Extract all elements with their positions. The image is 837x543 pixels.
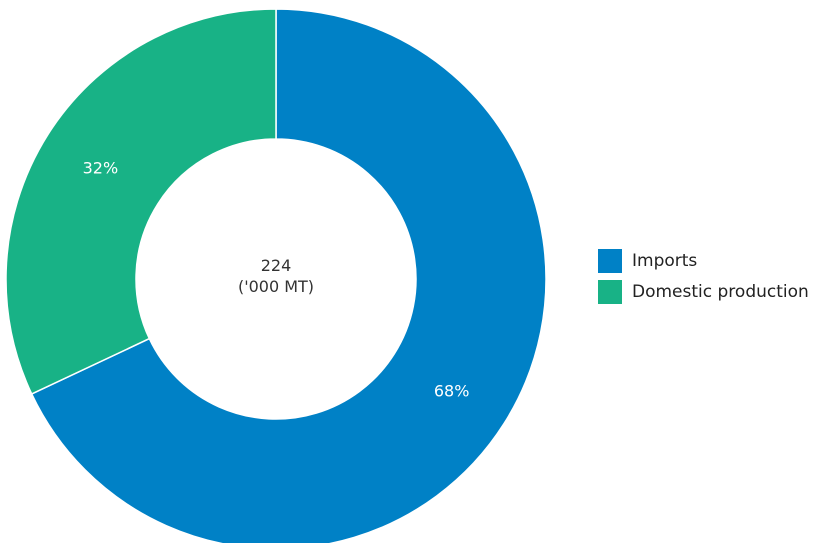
legend-item-domestic-production: Domestic production bbox=[598, 279, 809, 305]
legend-item-imports: Imports bbox=[598, 248, 809, 274]
center-total-value: 224 bbox=[261, 256, 292, 275]
slice-label-imports: 68% bbox=[434, 381, 470, 400]
legend-swatch-domestic-production bbox=[598, 280, 622, 304]
legend-swatch-imports bbox=[598, 249, 622, 273]
slice-label-domestic-production: 32% bbox=[83, 159, 119, 178]
slice-imports bbox=[30, 8, 547, 543]
center-total-unit: ('000 MT) bbox=[238, 277, 314, 296]
slice-domestic-production bbox=[5, 8, 277, 395]
slice-labels: 68% 32% bbox=[83, 159, 470, 401]
donut-slices bbox=[5, 8, 547, 543]
donut-chart: 68% 32% 224 ('000 MT) bbox=[5, 8, 547, 543]
legend-label-domestic-production: Domestic production bbox=[632, 282, 809, 302]
legend: Imports Domestic production bbox=[598, 248, 809, 310]
legend-label-imports: Imports bbox=[632, 251, 698, 271]
